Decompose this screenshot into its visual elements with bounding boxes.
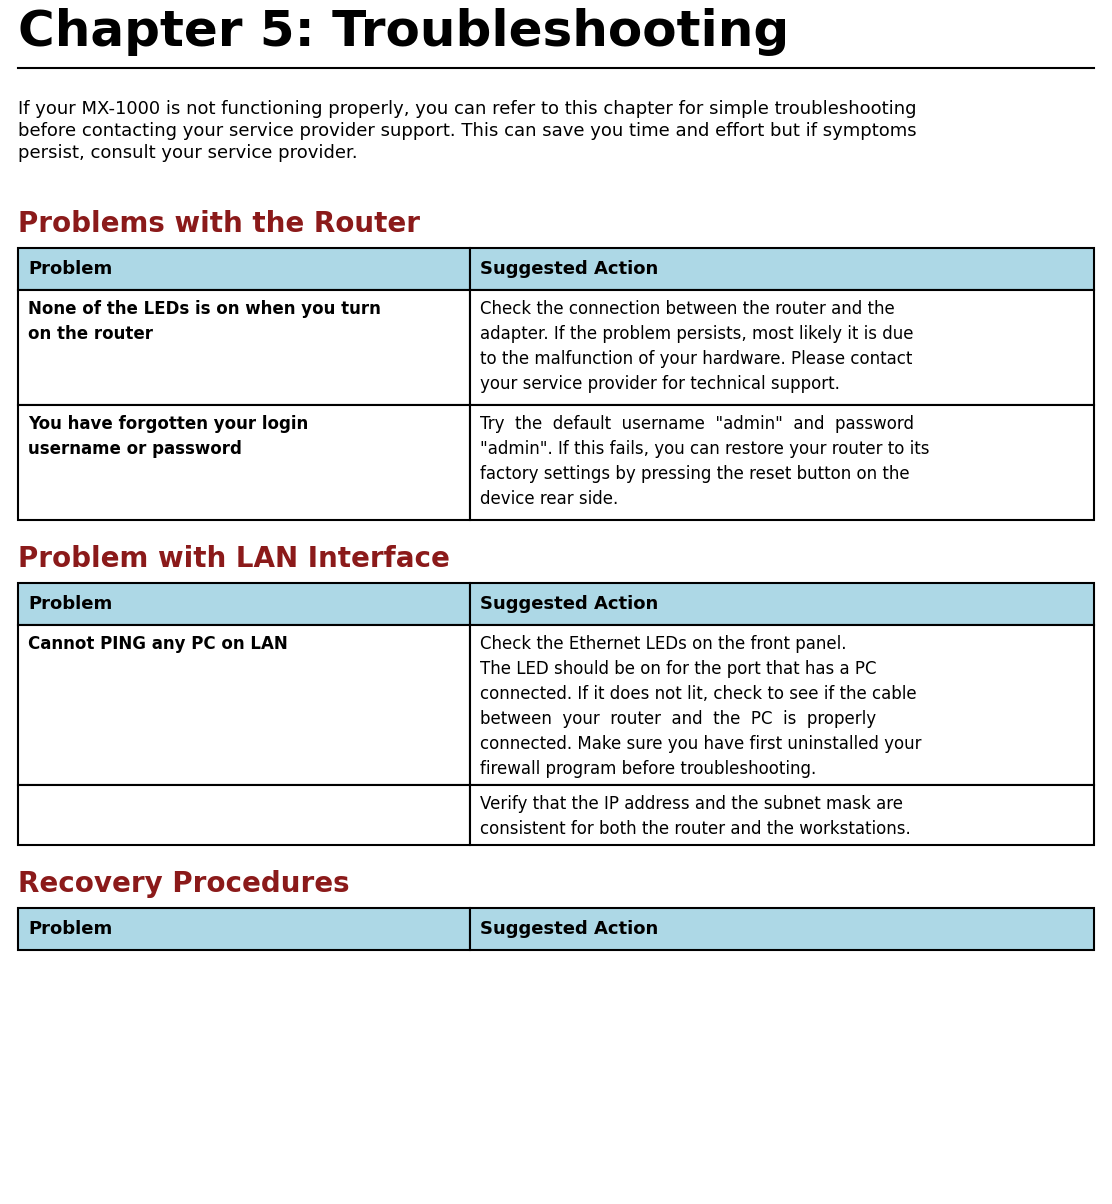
Bar <box>18 583 470 625</box>
Bar <box>470 785 1094 845</box>
Text: Check the Ethernet LEDs on the front panel.
The LED should be on for the port th: Check the Ethernet LEDs on the front pan… <box>480 635 922 778</box>
Text: persist, consult your service provider.: persist, consult your service provider. <box>18 144 358 163</box>
Bar <box>18 290 470 405</box>
Bar <box>18 248 470 290</box>
Bar <box>470 248 1094 290</box>
Text: Problem: Problem <box>28 920 112 938</box>
Text: Chapter 5: Troubleshooting: Chapter 5: Troubleshooting <box>18 8 790 57</box>
Bar <box>470 625 1094 785</box>
Text: If your MX-1000 is not functioning properly, you can refer to this chapter for s: If your MX-1000 is not functioning prope… <box>18 100 916 118</box>
Text: None of the LEDs is on when you turn
on the router: None of the LEDs is on when you turn on … <box>28 300 381 343</box>
Bar <box>470 908 1094 950</box>
Bar <box>470 583 1094 625</box>
Text: Problem: Problem <box>28 260 112 278</box>
Text: Recovery Procedures: Recovery Procedures <box>18 870 349 898</box>
Bar <box>470 290 1094 405</box>
Text: Suggested Action: Suggested Action <box>480 920 658 938</box>
Bar <box>18 405 470 520</box>
Text: Problem: Problem <box>28 595 112 613</box>
Text: You have forgotten your login
username or password: You have forgotten your login username o… <box>28 415 308 458</box>
Text: Suggested Action: Suggested Action <box>480 595 658 613</box>
Text: Try  the  default  username  "admin"  and  password
"admin". If this fails, you : Try the default username "admin" and pas… <box>480 415 930 508</box>
Text: Check the connection between the router and the
adapter. If the problem persists: Check the connection between the router … <box>480 300 913 393</box>
Text: Problems with the Router: Problems with the Router <box>18 209 420 238</box>
Text: Suggested Action: Suggested Action <box>480 260 658 278</box>
Bar <box>18 785 470 845</box>
Bar <box>18 625 470 785</box>
Text: Cannot PING any PC on LAN: Cannot PING any PC on LAN <box>28 635 288 653</box>
Text: Problem with LAN Interface: Problem with LAN Interface <box>18 545 450 573</box>
Bar <box>470 405 1094 520</box>
Text: before contacting your service provider support. This can save you time and effo: before contacting your service provider … <box>18 122 916 140</box>
Bar <box>18 908 470 950</box>
Text: Verify that the IP address and the subnet mask are
consistent for both the route: Verify that the IP address and the subne… <box>480 795 911 838</box>
